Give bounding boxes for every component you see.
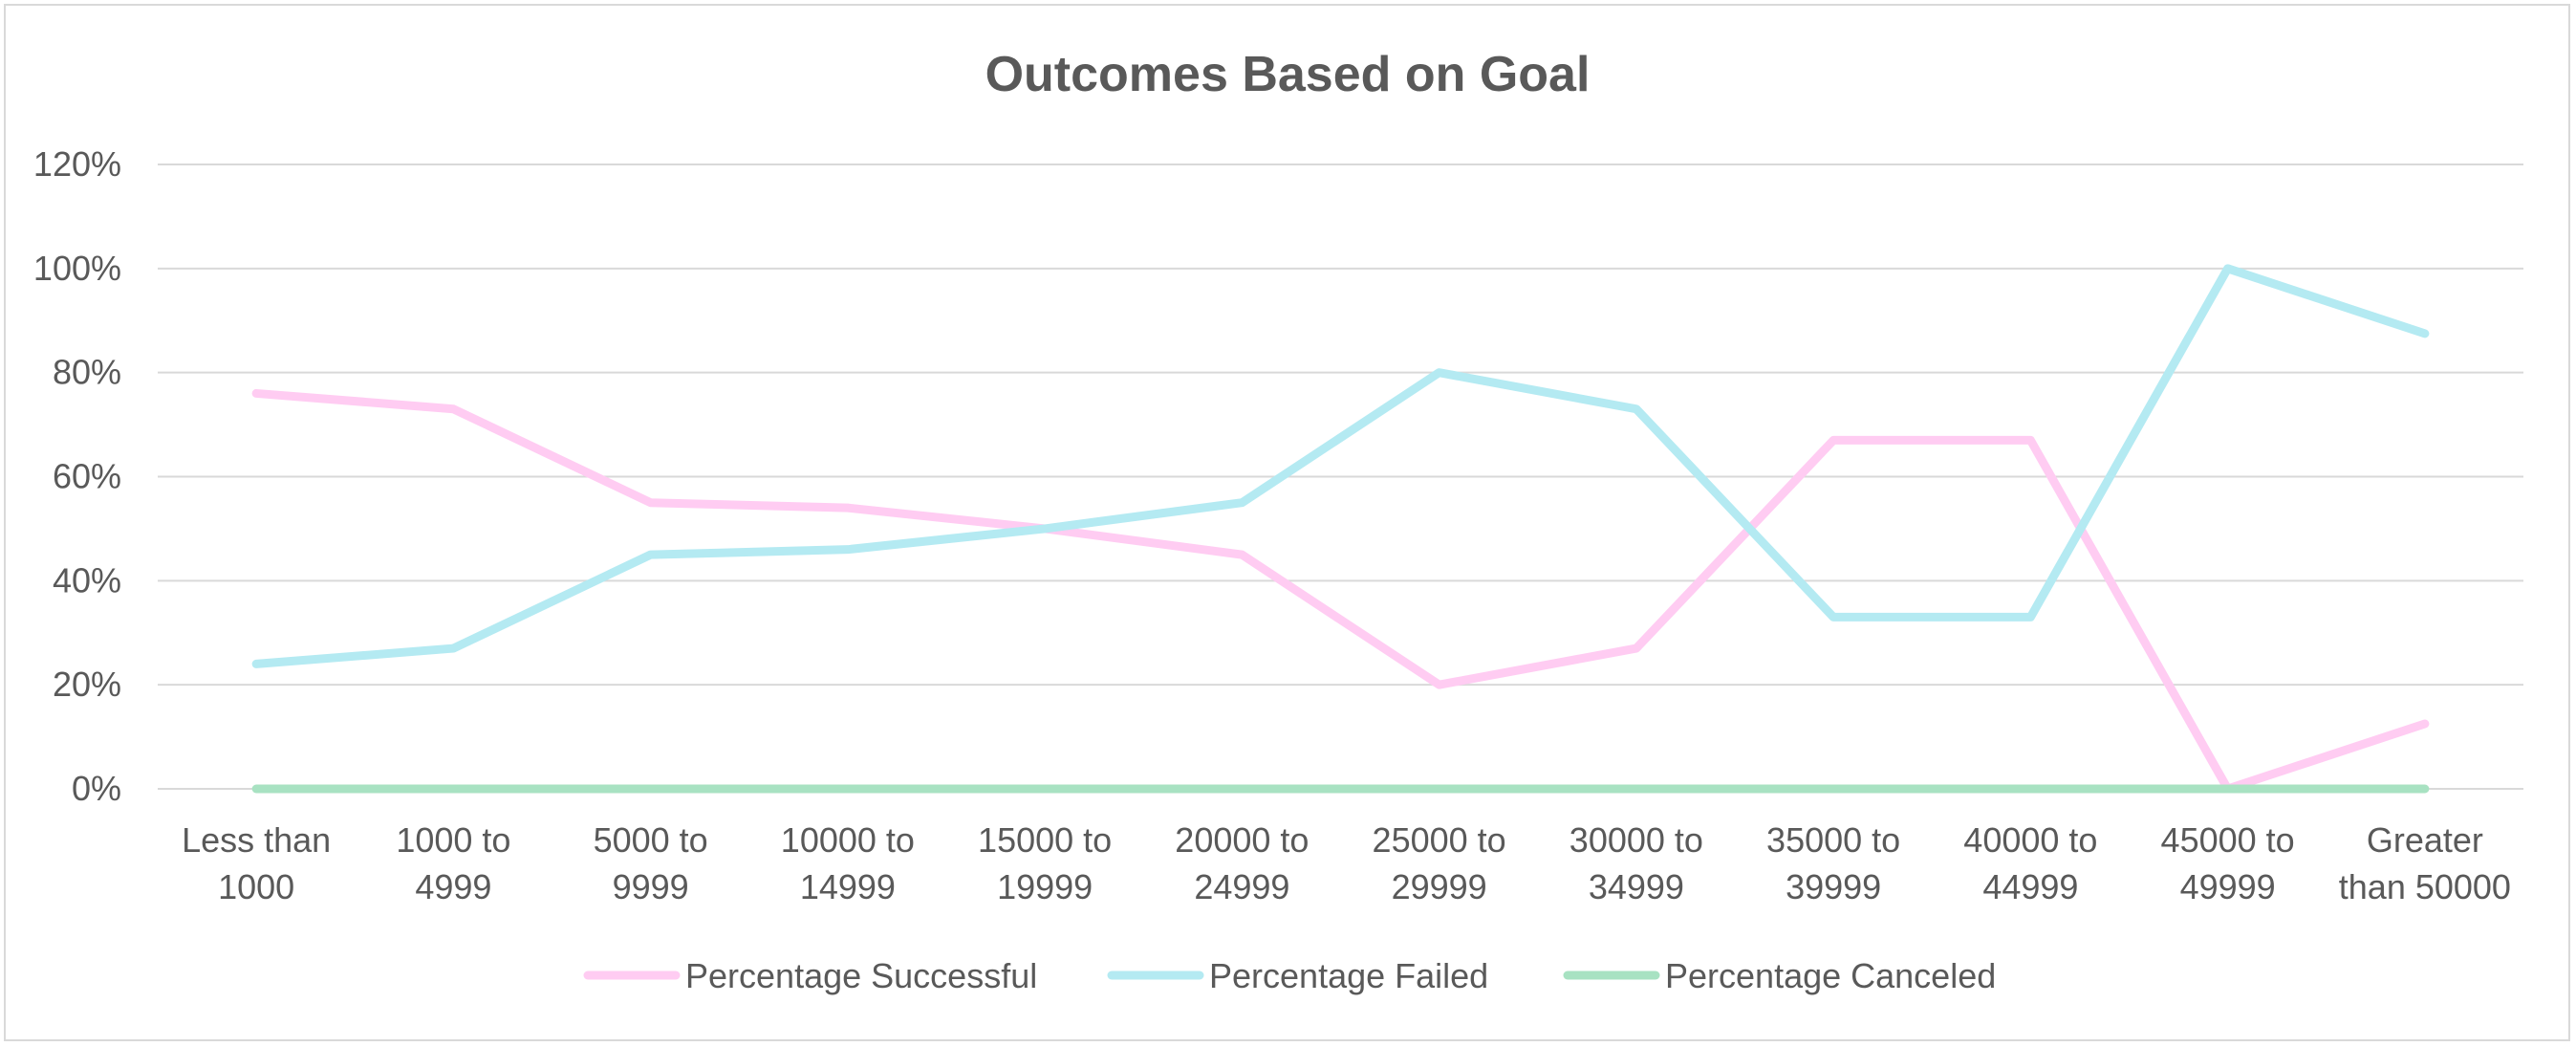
- legend-label: Percentage Successful: [685, 956, 1037, 995]
- legend: Percentage Successful Percentage Failed Pe…: [583, 956, 1996, 995]
- y-tick-label: 80%: [53, 353, 121, 392]
- x-tick-label: 29999: [1392, 867, 1487, 906]
- series-line-percentage-failed: [251, 264, 2430, 668]
- chart-frame: [4, 4, 2570, 1041]
- x-tick-label: 10000 to: [781, 820, 915, 860]
- x-tick-label: Less than: [182, 820, 331, 860]
- x-tick-label: 30000 to: [1569, 820, 1703, 860]
- gridlines: [158, 164, 2523, 790]
- y-tick-label: 0%: [72, 769, 121, 808]
- x-tick-label: 4999: [415, 867, 491, 906]
- x-tick-label: 49999: [2180, 867, 2276, 906]
- x-tick-label: 44999: [1982, 867, 2078, 906]
- y-tick-label: 120%: [33, 144, 121, 184]
- x-tick-label: 1000 to: [396, 820, 510, 860]
- x-tick-label: 1000: [218, 867, 294, 906]
- y-tick-label: 20%: [53, 665, 121, 704]
- x-tick-label: Greater: [2367, 820, 2483, 860]
- y-tick-label: 100%: [33, 249, 121, 288]
- x-tick-label: than 50000: [2339, 867, 2511, 906]
- chart-title: Outcomes Based on Goal: [985, 47, 1591, 102]
- x-tick-label: 5000 to: [594, 820, 708, 860]
- series-line-percentage-successful: [251, 388, 2430, 794]
- x-axis-ticks: Less than 1000 1000 to 4999 5000 to 9999 10000…: [182, 820, 2511, 906]
- x-tick-label: 39999: [1786, 867, 1881, 906]
- x-tick-label: 34999: [1589, 867, 1684, 906]
- x-tick-label: 25000 to: [1373, 820, 1506, 860]
- y-axis-ticks: 0% 20% 40% 60% 80% 100% 120%: [33, 144, 121, 808]
- x-tick-label: 45000 to: [2161, 820, 2295, 860]
- x-tick-label: 14999: [800, 867, 896, 906]
- x-tick-label: 9999: [613, 867, 689, 906]
- x-tick-label: 15000 to: [978, 820, 1112, 860]
- series-lines: [251, 264, 2430, 794]
- x-tick-label: 19999: [997, 867, 1093, 906]
- legend-label: Percentage Canceled: [1665, 956, 1996, 995]
- legend-label: Percentage Failed: [1209, 956, 1488, 995]
- y-tick-label: 60%: [53, 457, 121, 496]
- y-tick-label: 40%: [53, 560, 121, 600]
- x-tick-label: 24999: [1194, 867, 1289, 906]
- x-tick-label: 40000 to: [1963, 820, 2097, 860]
- x-tick-label: 35000 to: [1766, 820, 1900, 860]
- x-tick-label: 20000 to: [1175, 820, 1309, 860]
